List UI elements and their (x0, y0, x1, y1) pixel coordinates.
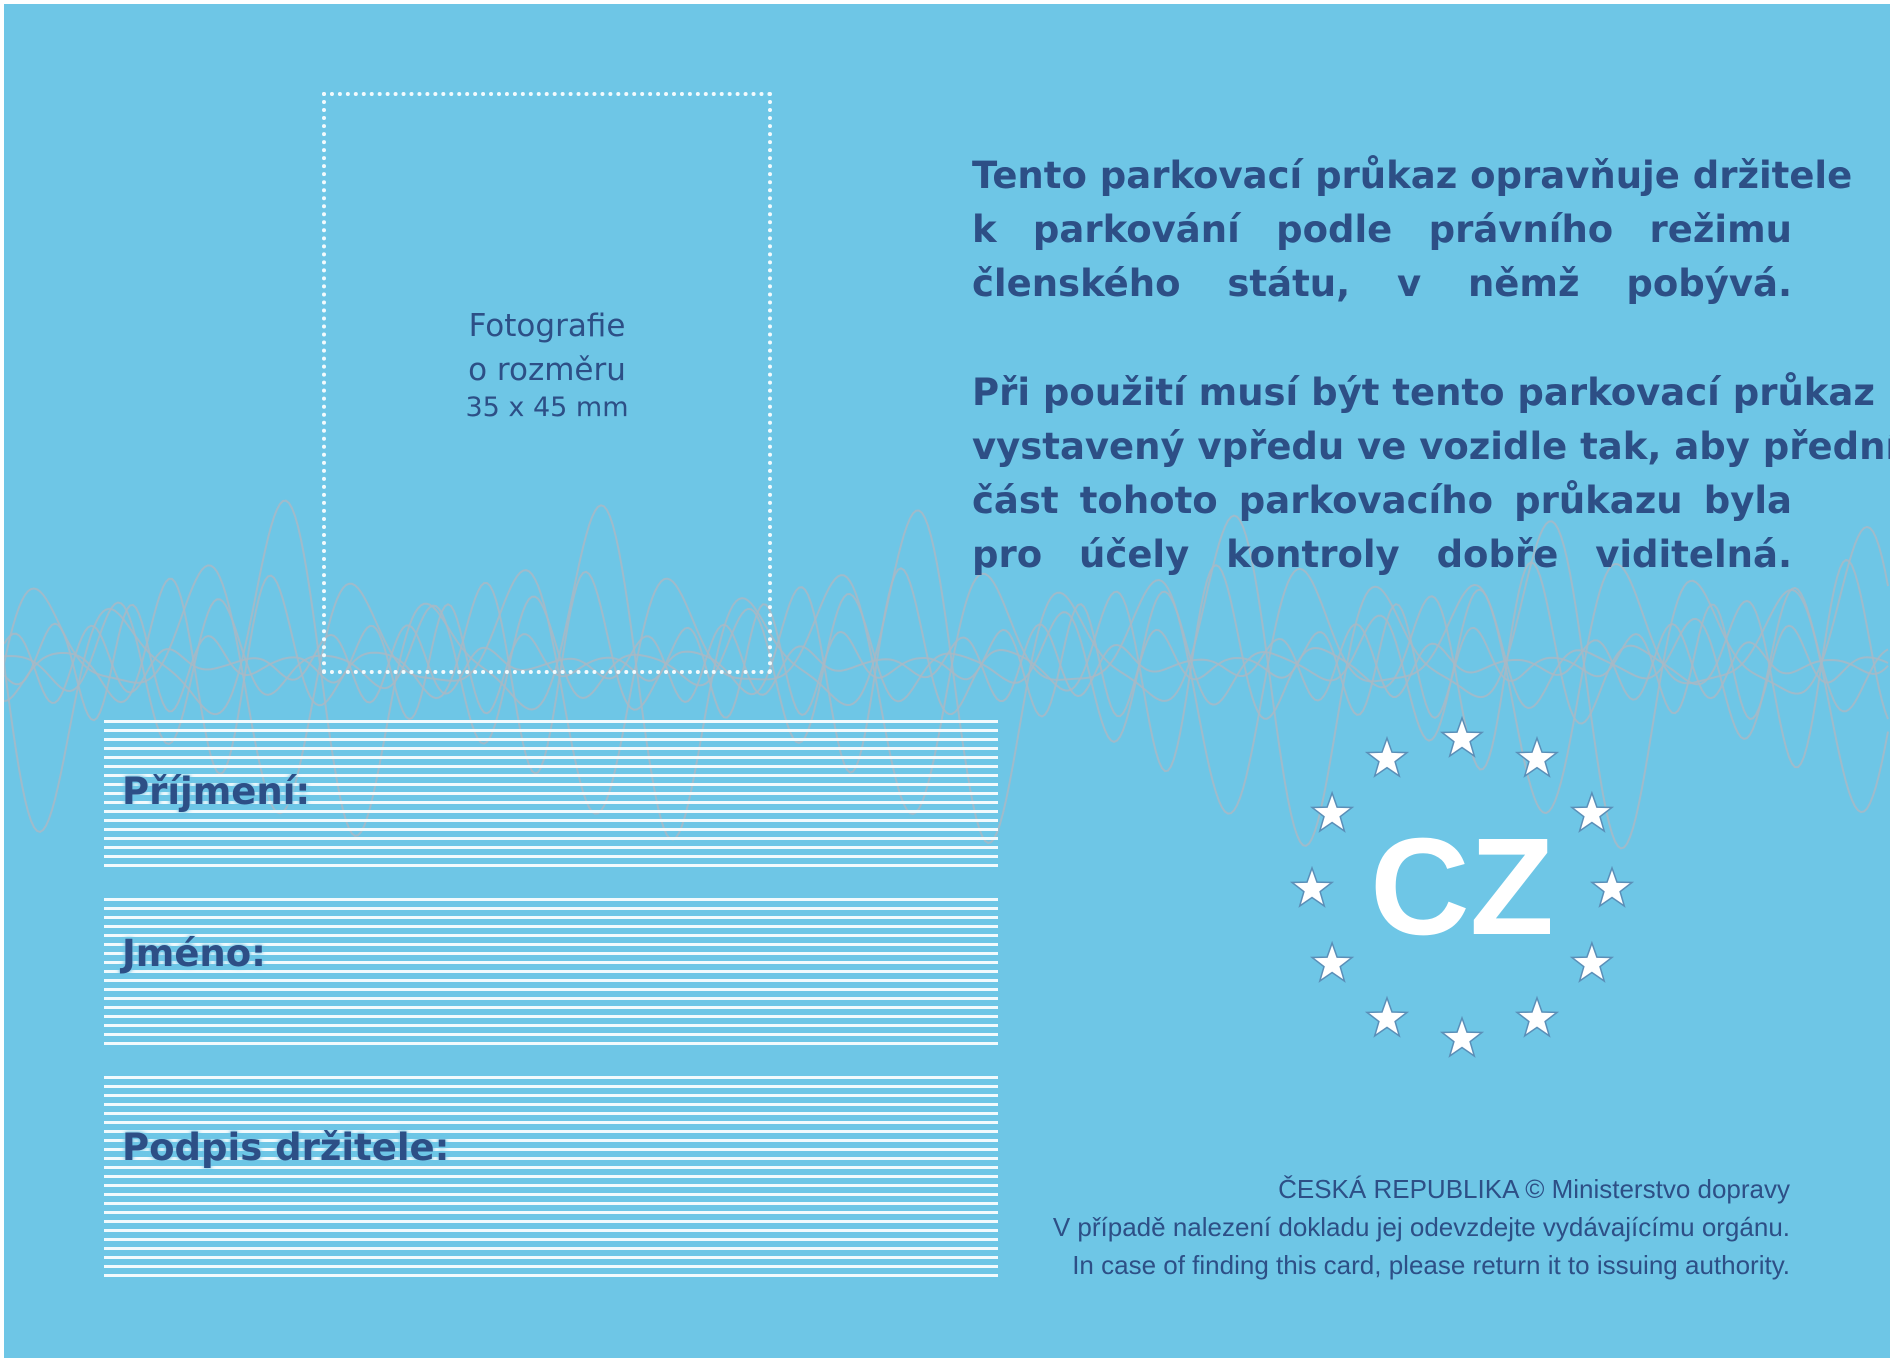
return-notice-cz: V případě nalezení dokladu jej odevzdejt… (1052, 1212, 1790, 1242)
notice-entitlement-line: Tento parkovací průkaz opravňuje držitel… (972, 154, 1853, 197)
guilloche-pattern (4, 499, 1889, 850)
notice-display-line: část tohoto parkovacího průkazu byla (972, 479, 1792, 522)
eu-star-icon (1439, 715, 1485, 758)
eu-star-icon (1514, 995, 1560, 1038)
notice-display-line: pro účely kontroly dobře viditelná. (972, 533, 1792, 576)
eu-star-icon (1309, 940, 1355, 983)
eu-star-icon (1364, 735, 1410, 778)
eu-star-icon (1569, 790, 1615, 833)
surname-label: Příjmení: (122, 770, 311, 813)
country-code-cz: CZ (1370, 810, 1554, 964)
notice-display-line: Při použití musí být tento parkovací prů… (972, 371, 1875, 414)
signature-field: Podpis držitele: (104, 1076, 998, 1280)
notice-display-line: vystavený vpředu ve vozidle tak, aby pře… (972, 425, 1890, 468)
eu-star-icon (1589, 865, 1635, 908)
eu-stars-circle-icon: CZ (1289, 715, 1635, 1058)
notice-entitlement-line: k parkování podle právního režimu (972, 208, 1792, 251)
eu-star-icon (1289, 865, 1335, 908)
first-name-label: Jméno: (122, 932, 266, 975)
eu-star-icon (1309, 790, 1355, 833)
parking-card-back: Fotografie o rozměru 35 x 45 mm Tento pa… (4, 4, 1890, 1358)
notice-entitlement: Tento parkovací průkaz opravňuje držitel… (972, 149, 1853, 311)
photo-caption-line1: Fotografie (468, 308, 626, 344)
eu-star-icon (1439, 1015, 1485, 1058)
eu-star-icon (1514, 735, 1560, 778)
guilloche-line (4, 562, 1889, 816)
signature-label: Podpis držitele: (122, 1126, 450, 1169)
surname-field: Příjmení: (104, 720, 998, 867)
photo-caption-size: 35 x 45 mm (465, 392, 629, 423)
photo-placeholder: Fotografie o rozměru 35 x 45 mm (322, 92, 772, 674)
notice-entitlement-line: členského státu, v němž pobývá. (972, 262, 1792, 305)
first-name-field: Jméno: (104, 898, 998, 1048)
return-notice-en: In case of finding this card, please ret… (1072, 1250, 1790, 1280)
issuer-line: ČESKÁ REPUBLIKA © Ministerstvo dopravy (1278, 1174, 1790, 1204)
notice-display-instructions: Při použití musí být tento parkovací prů… (972, 366, 1890, 582)
guilloche-line (4, 558, 1889, 776)
guilloche-line (4, 586, 1889, 745)
eu-star-icon (1364, 995, 1410, 1038)
eu-star-icon (1569, 940, 1615, 983)
guilloche-line (4, 622, 1889, 704)
photo-caption-line2: o rozměru (468, 352, 626, 388)
